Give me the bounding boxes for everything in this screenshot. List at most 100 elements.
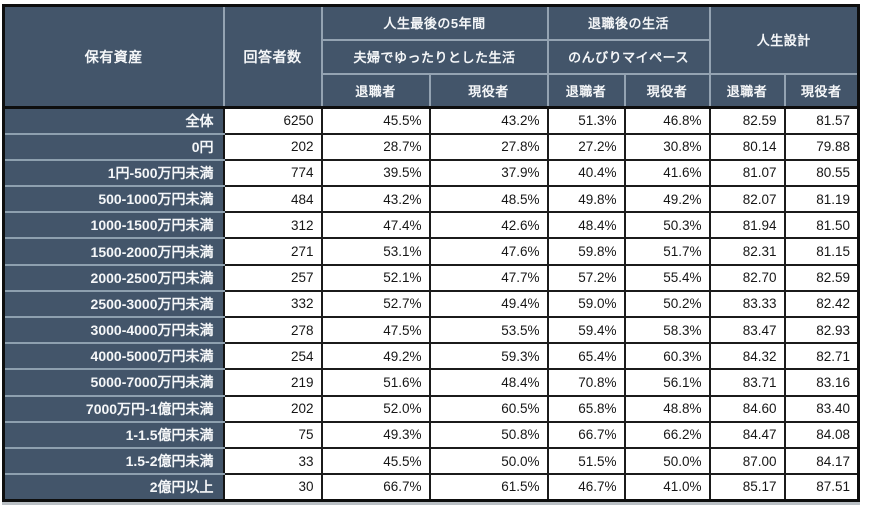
data-cell: 59.4% <box>546 315 626 345</box>
table-row: 1円-500万円未満 774 39.5% 37.9% 40.4% 41.6% 81.07 80… <box>2 158 860 188</box>
table-row: 2000-2500万円未満 257 52.1% 47.7% 57.2% 55.4% 82.7… <box>2 263 860 292</box>
header-row-cohorts: 退職者 現役者 退職者 現役者 退職者 現役者 <box>4 72 860 109</box>
row-label: 0円 <box>2 132 225 161</box>
data-cell: 48.8% <box>623 394 711 423</box>
data-cell: 50.0% <box>428 446 549 476</box>
table-row: 全体 6250 45.5% 43.2% 51.3% 46.8% 82.59 81.57 <box>2 105 860 135</box>
data-cell: 52.0% <box>320 394 431 423</box>
data-cell: 45.5% <box>320 446 431 476</box>
row-label: 1000-1500万円未満 <box>2 211 225 240</box>
data-cell: 57.2% <box>546 263 626 292</box>
data-cell: 50.0% <box>623 446 711 476</box>
data-cell: 85.17 <box>708 473 786 502</box>
data-cell: 66.2% <box>623 420 711 449</box>
data-cell: 65.8% <box>546 394 626 423</box>
data-cell: 52.1% <box>320 263 431 292</box>
data-cell: 81.50 <box>783 211 860 240</box>
data-cell: 49.8% <box>546 185 626 214</box>
data-cell: 58.3% <box>623 315 711 345</box>
table-row: 4000-5000万円未満 254 49.2% 59.3% 65.4% 60.3% 84.3… <box>2 342 860 371</box>
table-row: 1-1.5億円未満 75 49.3% 50.8% 66.7% 66.2% 84.47 84.0… <box>2 420 860 449</box>
data-cell: 47.5% <box>320 315 431 345</box>
header-assets: 保有資産 <box>2 4 225 109</box>
data-cell: 51.7% <box>623 237 711 266</box>
data-cell: 83.47 <box>708 315 786 345</box>
header-retired-2: 退職者 <box>546 72 626 109</box>
data-cell: 30.8% <box>623 132 711 161</box>
table-row: 3000-4000万円未満 278 47.5% 53.5% 59.4% 58.3% 83.4… <box>2 315 860 345</box>
row-label: 1.5-2億円未満 <box>2 446 225 476</box>
data-cell: 75 <box>222 420 323 449</box>
data-cell: 41.0% <box>623 473 711 502</box>
header-group-life-plan: 人生設計 <box>708 4 860 75</box>
row-label: 全体 <box>2 105 225 135</box>
header-retired-1: 退職者 <box>320 72 431 109</box>
header-retired-3: 退職者 <box>708 72 786 109</box>
data-cell: 46.7% <box>546 473 626 502</box>
data-cell: 59.8% <box>546 237 626 266</box>
data-cell: 84.60 <box>708 394 786 423</box>
data-cell: 27.8% <box>428 132 549 161</box>
header-group-post-retirement: 退職後の生活 <box>546 4 711 41</box>
data-cell: 59.0% <box>546 289 626 319</box>
row-label: 1円-500万円未満 <box>2 158 225 188</box>
row-label: 2000-2500万円未満 <box>2 263 225 292</box>
data-cell: 49.2% <box>320 342 431 371</box>
assets-survey-table: 保有資産 回答者数 人生最後の5年間 退職後の生活 人生設計 夫婦でゆったりとし… <box>2 4 861 502</box>
data-cell: 79.88 <box>783 132 860 161</box>
header-active-3: 現役者 <box>783 72 860 109</box>
data-cell: 82.59 <box>708 105 786 135</box>
table-row: 2億円以上 30 66.7% 61.5% 46.7% 41.0% 85.17 87.51 <box>2 473 860 502</box>
data-cell: 271 <box>222 237 323 266</box>
data-cell: 484 <box>222 185 323 214</box>
data-cell: 83.16 <box>783 368 860 397</box>
data-cell: 332 <box>222 289 323 319</box>
data-cell: 312 <box>222 211 323 240</box>
data-cell: 37.9% <box>428 158 549 188</box>
data-cell: 83.40 <box>783 394 860 423</box>
data-cell: 59.3% <box>428 342 549 371</box>
header-group-last5years: 人生最後の5年間 <box>320 4 549 41</box>
data-cell: 48.4% <box>546 211 626 240</box>
data-cell: 49.4% <box>428 289 549 319</box>
data-cell: 65.4% <box>546 342 626 371</box>
data-cell: 53.1% <box>320 237 431 266</box>
data-cell: 40.4% <box>546 158 626 188</box>
data-cell: 202 <box>222 394 323 423</box>
data-cell: 84.08 <box>783 420 860 449</box>
data-cell: 81.07 <box>708 158 786 188</box>
data-cell: 257 <box>222 263 323 292</box>
data-cell: 60.3% <box>623 342 711 371</box>
row-label: 1500-2000万円未満 <box>2 237 225 266</box>
data-cell: 47.7% <box>428 263 549 292</box>
data-cell: 81.15 <box>783 237 860 266</box>
data-cell: 66.7% <box>320 473 431 502</box>
header-active-2: 現役者 <box>623 72 711 109</box>
data-cell: 81.19 <box>783 185 860 214</box>
table-row: 1500-2000万円未満 271 53.1% 47.6% 59.8% 51.7% 82.3… <box>2 237 860 266</box>
data-cell: 43.2% <box>428 105 549 135</box>
data-cell: 82.70 <box>708 263 786 292</box>
data-cell: 53.5% <box>428 315 549 345</box>
data-cell: 61.5% <box>428 473 549 502</box>
data-cell: 41.6% <box>623 158 711 188</box>
data-cell: 55.4% <box>623 263 711 292</box>
data-cell: 50.8% <box>428 420 549 449</box>
row-label: 2億円以上 <box>2 473 225 502</box>
data-cell: 81.57 <box>783 105 860 135</box>
data-cell: 49.3% <box>320 420 431 449</box>
header-respondents: 回答者数 <box>222 4 323 109</box>
row-label: 5000-7000万円未満 <box>2 368 225 397</box>
data-cell: 50.3% <box>623 211 711 240</box>
data-cell: 56.1% <box>623 368 711 397</box>
data-cell: 39.5% <box>320 158 431 188</box>
data-cell: 774 <box>222 158 323 188</box>
row-label: 2500-3000万円未満 <box>2 289 225 319</box>
table-row: 2500-3000万円未満 332 52.7% 49.4% 59.0% 50.2% 83.3… <box>2 289 860 319</box>
data-cell: 52.7% <box>320 289 431 319</box>
data-cell: 33 <box>222 446 323 476</box>
data-cell: 82.71 <box>783 342 860 371</box>
data-cell: 43.2% <box>320 185 431 214</box>
data-cell: 82.93 <box>783 315 860 345</box>
data-cell: 47.4% <box>320 211 431 240</box>
